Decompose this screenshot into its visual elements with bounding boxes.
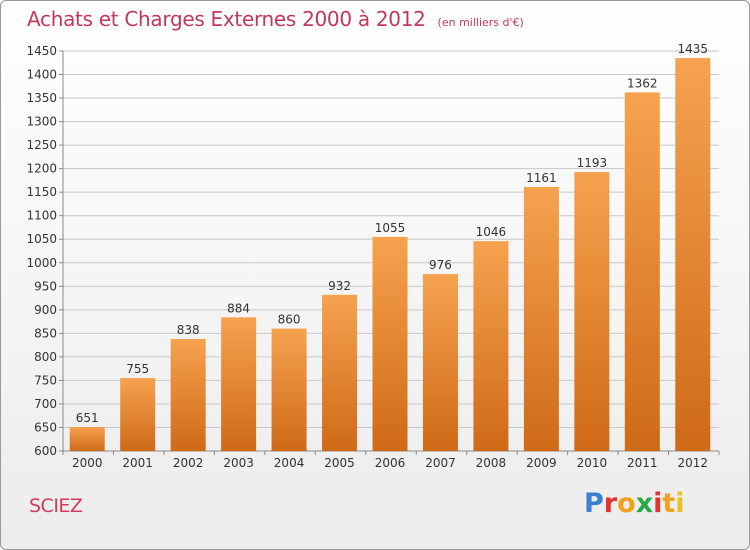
bar-2002 (170, 339, 206, 451)
y-tick-label: 750 (34, 373, 57, 387)
logo-letter: i (653, 488, 663, 519)
x-tick-label: 2005 (324, 456, 355, 470)
data-label-2003: 884 (227, 301, 250, 315)
data-label-2004: 860 (278, 313, 301, 327)
y-tick-label: 850 (34, 326, 57, 340)
city-name: SCIEZ (29, 495, 83, 517)
y-tick-label: 1200 (26, 162, 57, 176)
proxiti-logo: Proxiti (584, 488, 685, 519)
x-tick-label: 2008 (476, 456, 507, 470)
x-tick-label: 2001 (122, 456, 153, 470)
axes: 600 650 700 750 800 850 900 950 1000 1050 1100 1150… (26, 44, 720, 470)
title-text: Achats et Charges Externes 2000 à 2012 (27, 7, 426, 31)
bar-2006 (372, 236, 408, 451)
data-labels: 651 755 838 884 860 932 1055 976 1046 1161 1193 136… (76, 42, 708, 425)
data-label-2002: 838 (177, 323, 200, 337)
bar-2008 (473, 241, 509, 451)
logo-letter: r (603, 488, 618, 519)
y-tick-label: 1150 (26, 185, 57, 199)
bar-2009 (523, 187, 559, 451)
data-label-2008: 1046 (476, 225, 507, 239)
y-tick-label: 600 (34, 444, 57, 458)
logo-letter: x (635, 488, 654, 519)
y-tick-label: 1000 (26, 256, 57, 270)
logo-letter: i (675, 488, 685, 519)
y-tick-label: 1100 (26, 209, 57, 223)
data-label-2001: 755 (126, 362, 149, 376)
y-tick-label: 700 (34, 397, 57, 411)
x-tick-label: 2007 (425, 456, 456, 470)
y-tick-label: 1250 (26, 138, 57, 152)
data-label-2005: 932 (328, 279, 351, 293)
bar-2003 (221, 317, 257, 451)
y-tick-label: 1300 (26, 115, 57, 129)
bar-2005 (322, 294, 358, 451)
data-label-2012: 1435 (677, 42, 708, 56)
logo-letter: P (584, 488, 604, 519)
data-label-2009: 1161 (526, 171, 557, 185)
bar-2010 (574, 171, 610, 452)
bar-2011 (624, 92, 660, 451)
x-tick-label: 2003 (223, 456, 254, 470)
y-tick-label: 1450 (26, 44, 57, 58)
bar-2000 (69, 427, 105, 451)
data-label-2006: 1055 (375, 221, 406, 235)
y-tick-label: 900 (34, 303, 57, 317)
x-tick-label: 2011 (627, 456, 658, 470)
data-label-2000: 651 (76, 411, 99, 425)
bar-2012 (675, 58, 711, 451)
bars (69, 58, 711, 452)
x-tick-label: 2010 (577, 456, 608, 470)
y-tick-label: 1350 (26, 91, 57, 105)
data-label-2010: 1193 (577, 156, 608, 170)
bar-2007 (422, 274, 458, 451)
data-label-2011: 1362 (627, 76, 658, 90)
unit-note: (en milliers d'€) (437, 16, 524, 29)
data-label-2007: 976 (429, 258, 452, 272)
x-tick-label: 2002 (173, 456, 204, 470)
x-tick-label: 2006 (375, 456, 406, 470)
bar-2001 (120, 378, 156, 451)
y-tick-label: 1400 (26, 68, 57, 82)
x-tick-label: 2009 (526, 456, 557, 470)
y-tick-label: 950 (34, 279, 57, 293)
chart-title: Achats et Charges Externes 2000 à 2012 (e… (27, 7, 524, 31)
x-tick-label: 2000 (72, 456, 103, 470)
logo-letter: o (617, 488, 636, 519)
x-tick-label: 2012 (677, 456, 708, 470)
bar-2004 (271, 328, 307, 451)
y-tick-label: 800 (34, 350, 57, 364)
y-tick-label: 650 (34, 420, 57, 434)
x-tick-label: 2004 (274, 456, 305, 470)
logo-letter: t (662, 488, 676, 519)
y-tick-label: 1050 (26, 232, 57, 246)
